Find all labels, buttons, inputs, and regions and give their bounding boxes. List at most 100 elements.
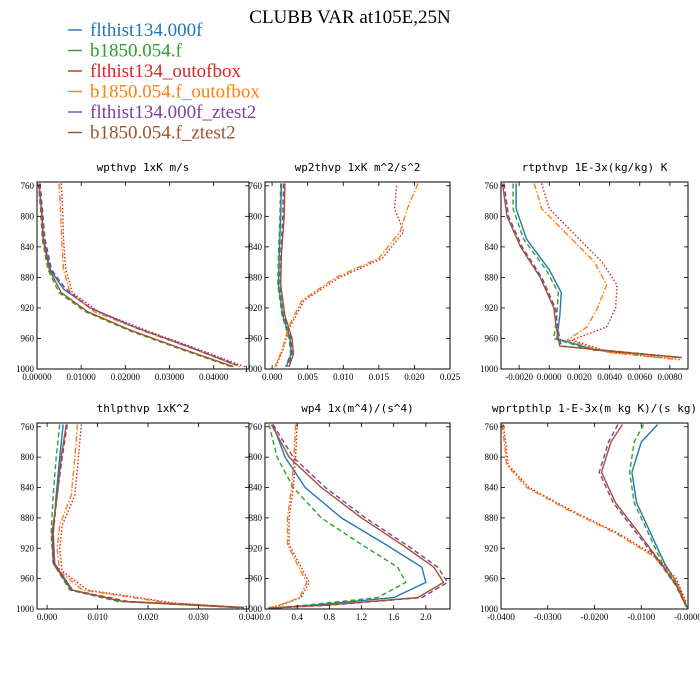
xtick-label-3-1: 0.010 (87, 612, 108, 622)
xtick-label-4-0: 0.0 (259, 612, 271, 622)
ytick-label-1-6: 1000 (244, 364, 263, 374)
ytick-label-3-3: 880 (21, 513, 35, 523)
panel-title-2: rtpthvp 1E-3x(kg/kg) K (522, 161, 668, 174)
xtick-label-2-1: 0.0000 (537, 372, 562, 382)
ytick-label-5-2: 840 (485, 483, 499, 493)
series-line-3-4 (52, 424, 245, 609)
series-line-5-2 (502, 424, 687, 602)
xtick-label-2-4: 0.0060 (627, 372, 652, 382)
xtick-label-0-3: 0.03000 (155, 372, 185, 382)
xtick-label-2-0: -0.0020 (505, 372, 533, 382)
xtick-label-4-3: 1.2 (356, 612, 367, 622)
figure-title: CLUBB VAR at105E,25N (249, 7, 451, 28)
ytick-label-1-4: 920 (249, 303, 263, 313)
panel-title-4: wp4 1x(m^4)/(s^4) (301, 402, 414, 415)
ytick-label-1-2: 840 (249, 242, 263, 252)
series-line-2-4 (503, 183, 683, 359)
xtick-label-1-4: 0.020 (404, 372, 425, 382)
xtick-label-4-1: 0.4 (292, 612, 304, 622)
series-line-2-5 (501, 183, 681, 359)
ytick-label-5-4: 920 (485, 543, 499, 553)
ytick-label-0-6: 1000 (16, 364, 35, 374)
ytick-label-5-5: 960 (485, 574, 499, 584)
panel-1: wp2thvp 1xK m^2/s^2 760 800 840 880 920 960 100… (244, 161, 461, 382)
xtick-label-0-2: 0.02000 (111, 372, 141, 382)
xtick-label-3-0: 0.000 (37, 612, 58, 622)
xtick-label-4-4: 1.6 (388, 612, 400, 622)
xtick-label-3-2: 0.020 (138, 612, 159, 622)
xtick-label-1-1: 0.005 (298, 372, 319, 382)
panel-title-0: wpthvp 1xK m/s (97, 161, 190, 174)
ytick-label-2-4: 920 (485, 303, 499, 313)
legend-label-4: flthist134.000f_ztest2 (90, 102, 256, 123)
series-line-2-2 (541, 183, 683, 361)
ytick-label-0-1: 800 (21, 211, 35, 221)
series-line-5-1 (628, 424, 688, 608)
panel-title-5: wprtpthlp 1-E-3x(m kg K)/(s kg) (492, 402, 697, 415)
ytick-label-0-4: 920 (21, 303, 35, 313)
ytick-label-3-1: 800 (21, 452, 35, 462)
xtick-label-3-4: 0.040 (239, 612, 260, 622)
series-line-2-3 (533, 183, 680, 361)
ytick-label-0-3: 880 (21, 272, 35, 282)
series-line-0-5 (38, 183, 234, 368)
ytick-label-1-1: 800 (249, 211, 263, 221)
series-group-1 (274, 183, 419, 367)
panels: wpthvp 1xK m/s76080084088092096010000.00… (16, 161, 700, 622)
ytick-label-2-5: 960 (485, 333, 499, 343)
xtick-label-1-3: 0.015 (369, 372, 390, 382)
xtick-label-3-3: 0.030 (188, 612, 209, 622)
xtick-label-2-2: 0.0020 (567, 372, 592, 382)
series-group-3 (50, 424, 245, 609)
xtick-label-4-2: 0.8 (324, 612, 336, 622)
series-line-0-4 (39, 183, 239, 366)
panel-4: wp4 1x(m^4)/(s^4)76080084088092096010000… (244, 402, 451, 622)
panel-title-1: wp2thvp 1xK m^2/s^2 (295, 161, 421, 174)
panel-title-3: thlpthvp 1xK^2 (97, 402, 190, 415)
series-line-4-3 (266, 424, 308, 609)
series-line-1-4 (279, 183, 293, 367)
ytick-label-0-2: 840 (21, 242, 35, 252)
xtick-label-5-4: -0.0000 (674, 612, 700, 622)
ytick-label-4-3: 880 (249, 513, 263, 523)
ytick-label-3-5: 960 (21, 574, 35, 584)
panel-frame-3 (36, 422, 250, 610)
xtick-label-4-5: 2.0 (420, 612, 432, 622)
series-group-5 (501, 424, 688, 608)
xtick-label-0-0: 0.00000 (22, 372, 52, 382)
series-line-0-3 (58, 183, 241, 368)
series-line-3-5 (51, 424, 239, 609)
legend-label-3: b1850.054.f_outofbox (90, 82, 260, 103)
ytick-label-1-0: 760 (249, 181, 263, 191)
ytick-label-2-0: 760 (485, 181, 499, 191)
xtick-label-5-1: -0.0300 (534, 612, 562, 622)
series-line-1-2 (275, 185, 405, 367)
series-line-2-0 (515, 183, 683, 359)
ytick-label-0-5: 960 (21, 333, 35, 343)
ytick-label-3-0: 760 (21, 422, 35, 432)
ytick-label-4-6: 1000 (244, 604, 263, 614)
ytick-label-4-2: 840 (249, 483, 263, 493)
xtick-label-1-5: 0.025 (440, 372, 461, 382)
ytick-label-5-3: 880 (485, 513, 499, 523)
ytick-label-3-2: 840 (21, 483, 35, 493)
xtick-label-5-3: -0.0100 (627, 612, 655, 622)
series-group-2 (501, 183, 683, 361)
ytick-label-4-5: 960 (249, 574, 263, 584)
series-line-1-1 (277, 183, 292, 367)
series-line-5-5 (600, 424, 688, 608)
legend: flthist134.000fb1850.054.fflthist134_out… (68, 20, 260, 144)
ytick-label-2-2: 840 (485, 242, 499, 252)
ytick-label-3-4: 920 (21, 543, 35, 553)
ytick-label-1-3: 880 (249, 272, 263, 282)
ytick-label-2-3: 880 (485, 272, 499, 282)
xtick-label-1-2: 0.010 (333, 372, 354, 382)
series-line-0-1 (37, 183, 232, 368)
series-group-4 (266, 424, 449, 609)
xtick-label-1-0: 0.000 (262, 372, 283, 382)
ytick-label-3-6: 1000 (16, 604, 35, 614)
legend-label-1: b1850.054.f (90, 41, 183, 62)
series-line-1-5 (280, 183, 295, 367)
ytick-label-5-6: 1000 (480, 604, 499, 614)
